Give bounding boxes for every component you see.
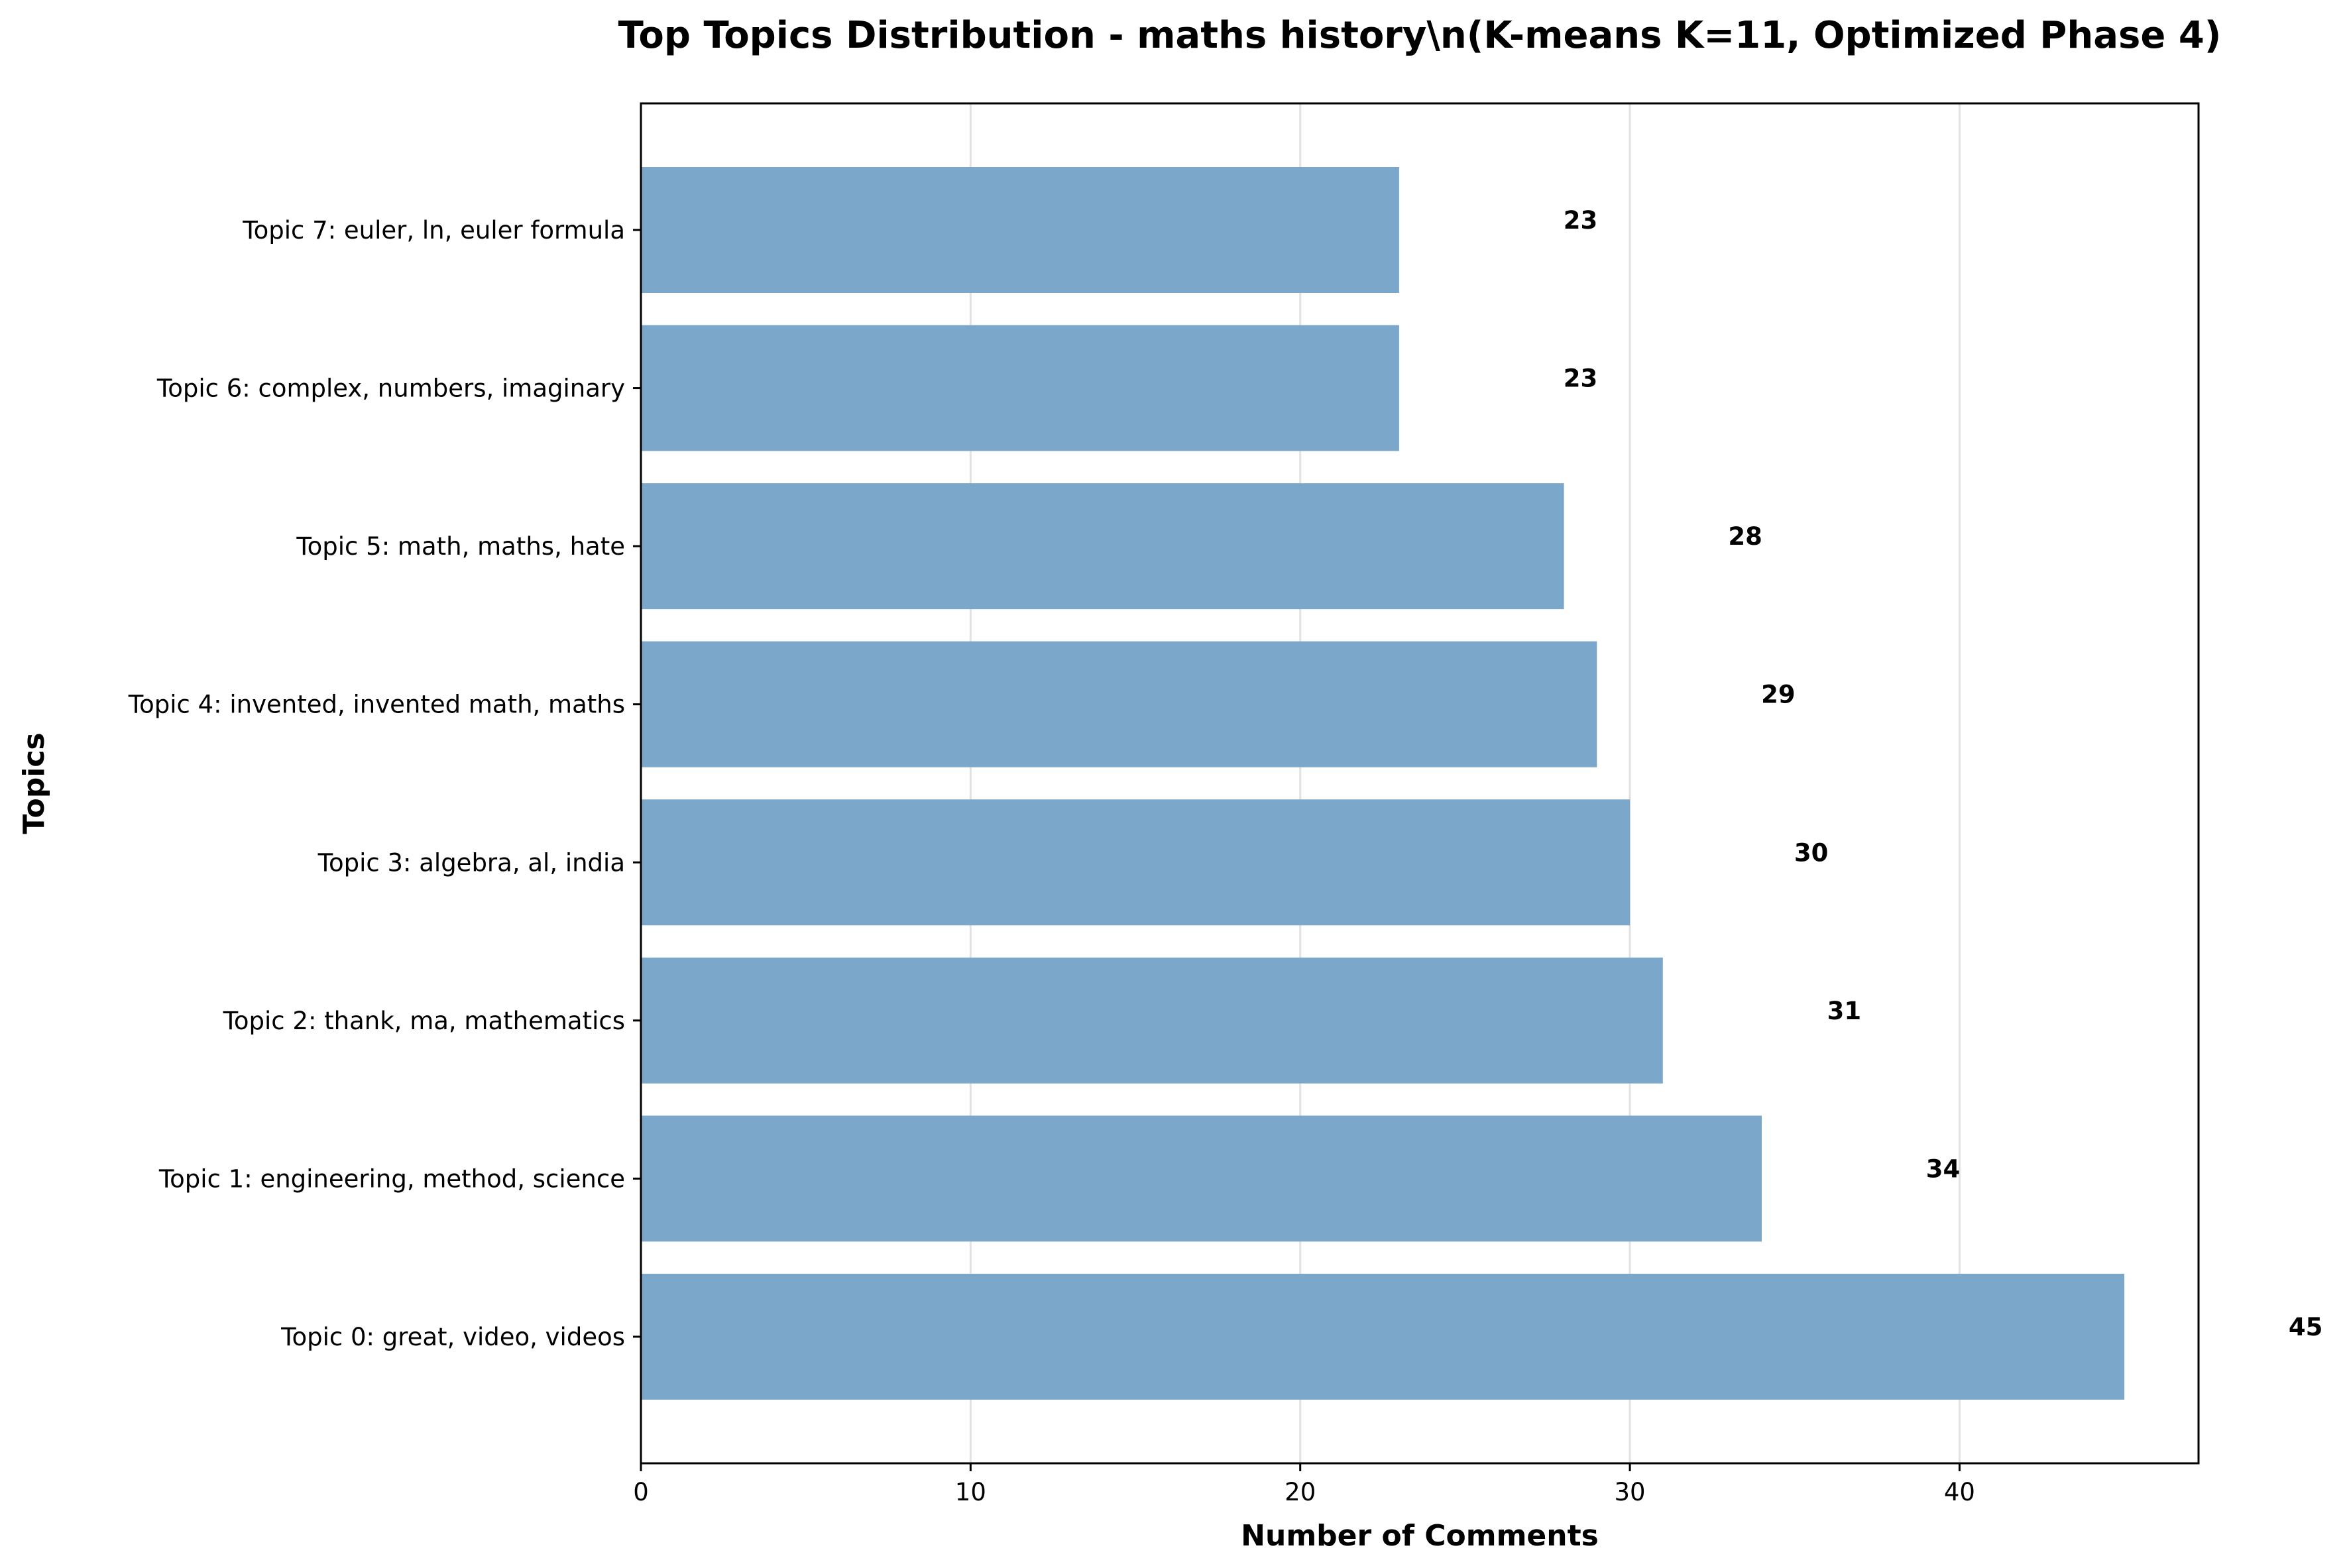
data-label: 29 bbox=[1761, 681, 1796, 709]
y-tick-label: Topic 4: invented, invented math, maths bbox=[128, 691, 625, 719]
x-axis-label: Number of Comments bbox=[1241, 1519, 1599, 1553]
data-label: 28 bbox=[1728, 522, 1762, 551]
bar bbox=[641, 483, 1564, 610]
plot-frame bbox=[640, 102, 2200, 1465]
data-label: 45 bbox=[2289, 1313, 2323, 1341]
bar bbox=[641, 167, 1399, 293]
data-label: 34 bbox=[1926, 1154, 1961, 1183]
data-label: 31 bbox=[1827, 997, 1862, 1025]
data-label: 23 bbox=[1564, 364, 1598, 393]
bar bbox=[641, 325, 1399, 451]
bar bbox=[641, 799, 1631, 926]
bar bbox=[641, 957, 1663, 1084]
y-axis-label: Topics bbox=[17, 732, 51, 834]
data-label: 30 bbox=[1794, 838, 1829, 867]
chart-title: Top Topics Distribution - maths history\… bbox=[618, 14, 2222, 57]
bar bbox=[641, 1115, 1762, 1242]
x-tick-label: 20 bbox=[1285, 1478, 1316, 1506]
y-tick-label: Topic 7: euler, ln, euler formula bbox=[242, 216, 625, 245]
data-label: 23 bbox=[1564, 206, 1598, 235]
bars bbox=[641, 167, 2125, 1400]
bar bbox=[641, 1274, 2125, 1400]
y-tick-label: Topic 2: thank, ma, mathematics bbox=[223, 1007, 625, 1035]
y-tick-label: Topic 0: great, video, videos bbox=[280, 1323, 625, 1351]
y-tick-label: Topic 5: math, maths, hate bbox=[296, 532, 625, 561]
x-tick-label: 10 bbox=[955, 1478, 986, 1506]
x-tick-label: 30 bbox=[1615, 1478, 1646, 1506]
x-tick-label: 0 bbox=[633, 1478, 649, 1506]
y-tick-label: Topic 1: engineering, method, science bbox=[158, 1164, 625, 1193]
y-axis-ticks: Topic 0: great, video, videos Topic 1: en… bbox=[128, 216, 641, 1351]
y-tick-label: Topic 3: algebra, al, india bbox=[317, 848, 625, 877]
data-labels: 45 34 31 30 29 28 23 23 bbox=[1564, 206, 2323, 1341]
y-tick-label: Topic 6: complex, numbers, imaginary bbox=[156, 374, 625, 403]
x-axis-ticks: 0 10 20 30 40 bbox=[633, 1463, 1975, 1506]
x-tick-label: 40 bbox=[1944, 1478, 1975, 1506]
bar bbox=[641, 641, 1597, 767]
